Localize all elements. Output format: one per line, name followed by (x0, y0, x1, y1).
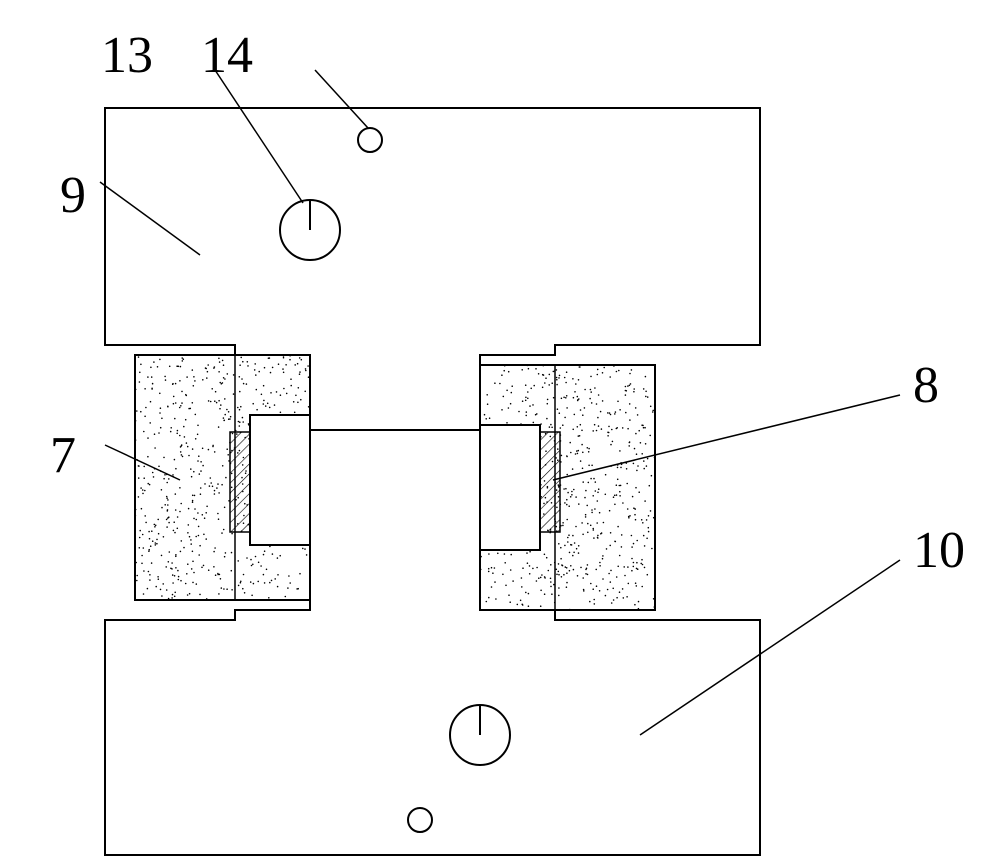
svg-text:13: 13 (101, 27, 153, 84)
figure: 13 14 9 7 8 10 (0, 0, 1000, 860)
svg-text:9: 9 (60, 167, 86, 224)
svg-text:10: 10 (913, 522, 965, 579)
svg-text:14: 14 (201, 27, 253, 84)
svg-text:7: 7 (50, 427, 76, 484)
svg-text:8: 8 (913, 357, 939, 414)
